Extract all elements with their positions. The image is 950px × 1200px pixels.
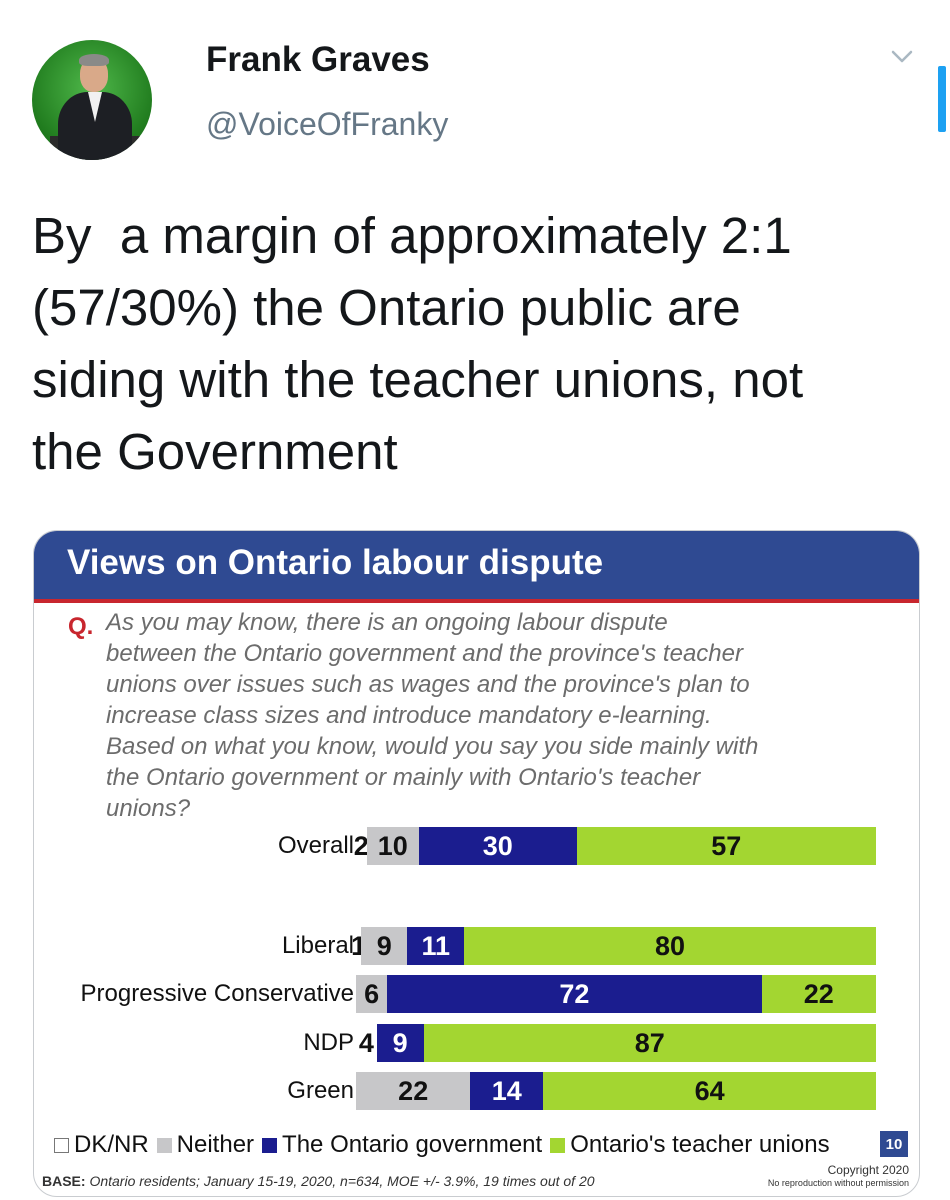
attached-chart-image[interactable]: Views on Ontario labour dispute Q. As yo… xyxy=(33,530,920,1197)
copyright-note: Copyright 2020 No reproduction without p… xyxy=(754,1164,909,1190)
bar-segment-neither: 6 xyxy=(356,975,388,1013)
legend-swatch-neither xyxy=(156,1137,172,1153)
bar-segment-government: 9 xyxy=(376,1024,424,1062)
bar-segment-dk-nr: 4 xyxy=(356,1024,377,1062)
chart-title: Views on Ontario labour dispute xyxy=(67,543,604,582)
copyright-text: Copyright 2020 xyxy=(827,1163,909,1177)
bar-segment-government: 72 xyxy=(387,975,762,1013)
author-handle[interactable]: @VoiceOfFranky xyxy=(206,106,449,142)
question-text: As you may know, there is an ongoing lab… xyxy=(106,609,759,822)
bar-segment-neither: 9 xyxy=(361,927,408,965)
tweet-text: By a margin of approximately 2:1 (57/30%… xyxy=(32,207,804,480)
bar-segment-unions: 87 xyxy=(423,1024,876,1062)
bar-segment-unions: 64 xyxy=(543,1072,876,1110)
bar-segment-neither: 10 xyxy=(366,827,420,865)
bar-segment-government: 30 xyxy=(419,827,577,865)
bar-segment-unions: 57 xyxy=(576,827,876,865)
stacked-bar: 6 72 22 xyxy=(356,975,876,1013)
legend-unions: Ontario's teacher unions xyxy=(550,1131,830,1159)
base-note-label: BASE: xyxy=(42,1173,86,1189)
row-label: NDP xyxy=(303,1029,354,1056)
question-label: Q. xyxy=(68,613,94,640)
row-label: Liberal xyxy=(281,932,354,959)
row-label: Green xyxy=(287,1077,354,1104)
legend-neither: Neither xyxy=(156,1131,255,1159)
stacked-bar: 4 9 87 xyxy=(356,1024,876,1062)
base-note-text: Ontario residents; January 15-19, 2020, … xyxy=(85,1173,595,1189)
legend-label-unions: Ontario's teacher unions xyxy=(570,1131,830,1158)
chart-header: Views on Ontario labour dispute xyxy=(34,531,919,603)
row-label: Overall xyxy=(277,832,354,859)
legend-dk-nr: DK/NR xyxy=(54,1131,149,1159)
stacked-bar: 1 9 11 80 xyxy=(351,927,876,965)
page-number-badge: 10 xyxy=(880,1131,908,1157)
legend-swatch-dk-nr xyxy=(54,1137,69,1153)
bar-segment-government: 11 xyxy=(407,927,465,965)
legend-label-government: The Ontario government xyxy=(282,1131,543,1158)
legend-label-dk-nr: DK/NR xyxy=(74,1131,149,1158)
avatar-hair xyxy=(79,54,109,66)
bar-segment-unions: 22 xyxy=(761,975,876,1013)
scroll-indicator xyxy=(938,66,946,132)
copyright-subtext: No reproduction without permission xyxy=(767,1178,909,1188)
base-note: BASE: Ontario residents; January 15-19, … xyxy=(42,1173,595,1189)
stacked-bar: 2 10 30 57 xyxy=(354,827,876,865)
bar-segment-unions: 80 xyxy=(464,927,876,965)
legend-swatch-government xyxy=(262,1137,278,1153)
bar-segment-neither: 22 xyxy=(356,1072,471,1110)
legend-swatch-unions xyxy=(550,1137,566,1153)
legend-label-neither: Neither xyxy=(176,1131,255,1158)
stacked-bar: 22 14 64 xyxy=(356,1072,876,1110)
author-name[interactable]: Frank Graves xyxy=(206,40,430,79)
author-avatar[interactable] xyxy=(32,40,152,160)
bar-segment-dk-nr: 2 xyxy=(354,827,369,865)
chevron-down-icon[interactable] xyxy=(890,44,914,68)
legend-government: The Ontario government xyxy=(262,1131,542,1159)
row-label: Progressive Conservative xyxy=(80,980,354,1007)
bar-segment-government: 14 xyxy=(470,1072,544,1110)
chart-legend: DK/NR Neither The Ontario government Ont… xyxy=(54,1131,838,1159)
